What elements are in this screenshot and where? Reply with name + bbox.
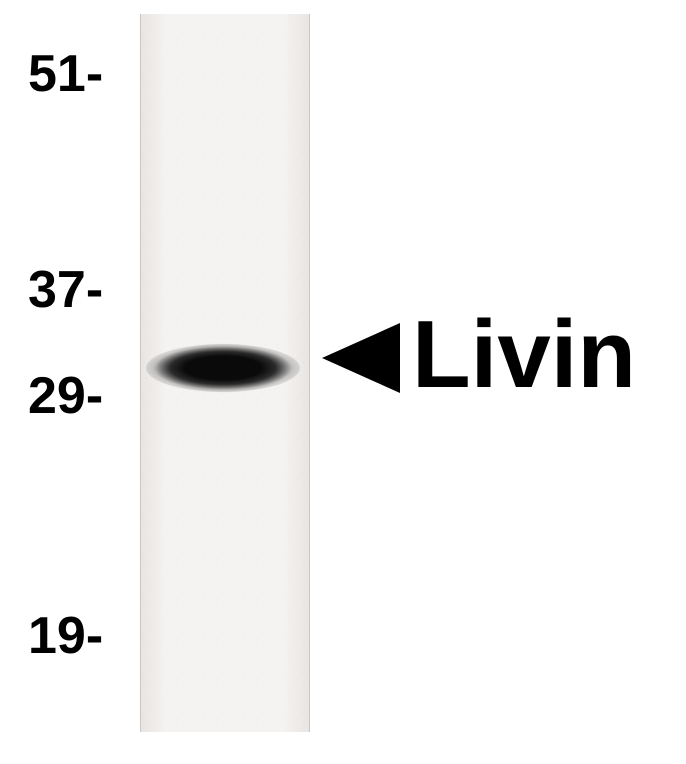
mw-marker-37: 37- <box>28 260 103 320</box>
mw-marker-19: 19- <box>28 606 103 666</box>
livin-band <box>146 344 300 392</box>
blot-lane <box>140 14 310 732</box>
band-label-livin: Livin <box>412 300 636 410</box>
pointer-arrow-icon <box>322 323 400 393</box>
mw-marker-29: 29- <box>28 366 103 426</box>
mw-marker-51: 51- <box>28 44 103 104</box>
